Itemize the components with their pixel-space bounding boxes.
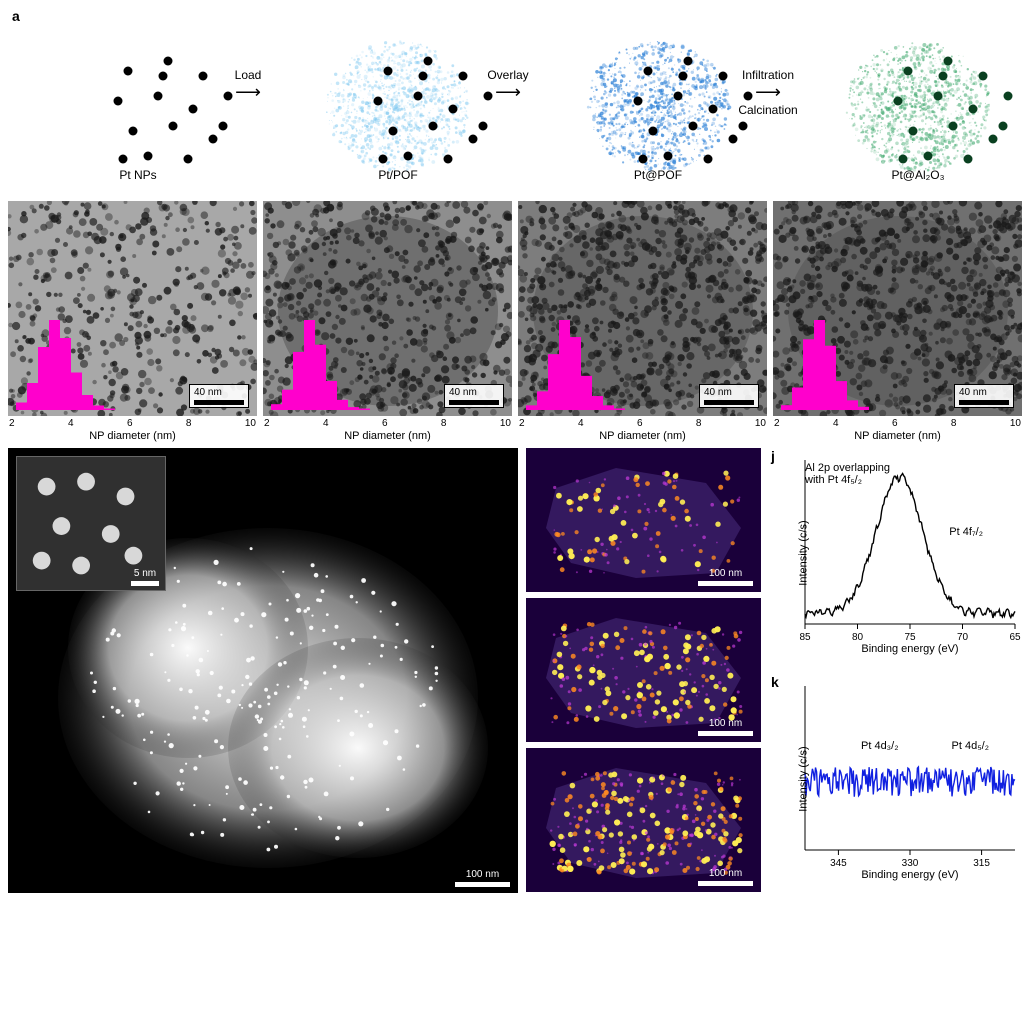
inset-scale-bar: 5 nm	[131, 568, 159, 586]
panel-f-scale-text: 100 nm	[466, 869, 499, 880]
schematic-caption-3: Pt@Al₂O₃	[818, 168, 1018, 182]
tem-panel-e: e 40 nm 246810 NP diameter (nm)	[773, 201, 1022, 442]
schematic-arrow-1: Overlay⟶	[468, 68, 548, 103]
schematic-stage-3	[818, 26, 1018, 176]
eds-panel-g: g 100 nm	[526, 448, 761, 592]
xps-k-ylabel: Intensity (c/s)	[798, 746, 810, 811]
row-c-composite: f	[8, 448, 1023, 893]
panel-j-xps: j Intensity (c/s) 8580757065 Binding ene…	[769, 448, 1023, 658]
xps-k-annot1: Pt 4d₃/₂	[861, 740, 899, 752]
row-a-schematic: a Pt NPs Pt/POF Pt@POF Pt@Al₂O₃ Load⟶ Overla…	[8, 8, 1023, 193]
xps-k-annot2: Pt 4d₅/₂	[952, 740, 989, 752]
col-xps-spectra: j Intensity (c/s) 8580757065 Binding ene…	[769, 448, 1023, 893]
figure-root: a Pt NPs Pt/POF Pt@POF Pt@Al₂O₃ Load⟶ Overla…	[8, 8, 1023, 893]
schematic-caption-2: Pt@POF	[558, 168, 758, 182]
row-b-tem-panels: b 40 nm 246810 NP diameter (nm) c	[8, 201, 1023, 442]
xps-j-ylabel: Intensity (c/s)	[798, 520, 810, 585]
panel-label-a: a	[12, 8, 20, 24]
panel-f-haadf: f	[8, 448, 518, 893]
xps-j-annot1: Al 2p overlapping with Pt 4f₅/₂	[805, 462, 890, 486]
panel-f-scale-bar: 100 nm	[455, 869, 510, 887]
schematic-arrow-2: Infiltration⟶Calcination	[728, 68, 808, 117]
eds-panel-i: i 100 nm	[526, 748, 761, 892]
schematic-arrow-0: Load⟶	[208, 68, 288, 103]
xps-j-annot2: Pt 4f₇/₂	[949, 526, 983, 538]
inset-scale-text: 5 nm	[134, 568, 156, 579]
col-eds-maps: g 100 nmh 100 nmi 100 nm	[526, 448, 761, 893]
schematic-caption-1: Pt/POF	[298, 168, 498, 182]
eds-panel-h: h 100 nm	[526, 598, 761, 742]
panel-k-xps: k Intensity (c/s) 345330315 Binding ener…	[769, 674, 1023, 884]
tem-panel-d: d 40 nm 246810 NP diameter (nm)	[518, 201, 767, 442]
panel-label-k: k	[771, 674, 779, 690]
schematic-caption-0: Pt NPs	[38, 168, 238, 182]
tem-panel-b: b 40 nm 246810 NP diameter (nm)	[8, 201, 257, 442]
panel-f-inset: 5 nm	[16, 456, 166, 591]
tem-panel-c: c 40 nm 246810 NP diameter (nm)	[263, 201, 512, 442]
panel-label-j: j	[771, 448, 775, 464]
